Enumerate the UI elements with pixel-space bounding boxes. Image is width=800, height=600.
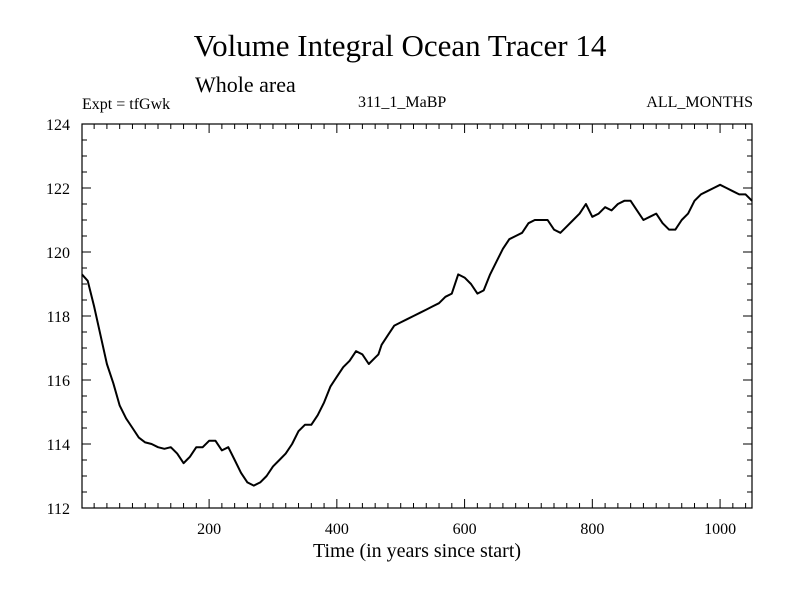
y-tick-label: 124 [46,117,70,134]
months-label: ALL_MONTHS [646,94,753,111]
plot-frame [81,123,753,509]
experiment-label: Expt = tfGwk [82,96,171,113]
x-tick-label: 400 [325,521,349,538]
x-tick-label: 600 [453,521,477,538]
x-axis-label: Time (in years since start) [313,540,521,562]
run-label: 311_1_MaBP [358,94,447,111]
x-tick-label: 1000 [704,521,736,538]
y-tick-label: 122 [46,181,70,198]
y-tick-label: 116 [47,373,70,390]
y-tick-label: 112 [47,501,70,518]
y-tick-label: 118 [47,309,70,326]
axis-ticks [82,123,752,509]
chart-subtitle: Whole area [195,72,296,97]
series-line [81,183,753,487]
y-tick-label: 120 [46,245,70,262]
x-tick-label: 800 [580,521,604,538]
y-tick-label: 114 [47,437,70,454]
x-tick-label: 200 [197,521,221,538]
axis-tick-labels: 200 400 600 800 1000 112 114 116 118 120 122 124 [46,117,736,538]
chart-title: Volume Integral Ocean Tracer 14 [193,28,607,63]
